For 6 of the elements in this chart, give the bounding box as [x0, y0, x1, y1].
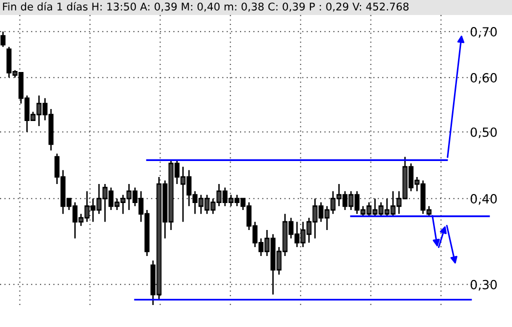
y-tick-label: 0,40	[470, 194, 497, 205]
y-tick-label: 0,30	[470, 280, 497, 291]
y-tick-label: 0,50	[470, 127, 497, 138]
y-tick-label: 0,70	[470, 27, 497, 38]
chart-title: Fin de día 1 días H: 13:50 A: 0,39 M: 0,40 m: 0,38 C: 0,39 P : 0,29 V: 452.768	[3, 2, 409, 12]
y-tick-label: 0,60	[470, 73, 497, 84]
